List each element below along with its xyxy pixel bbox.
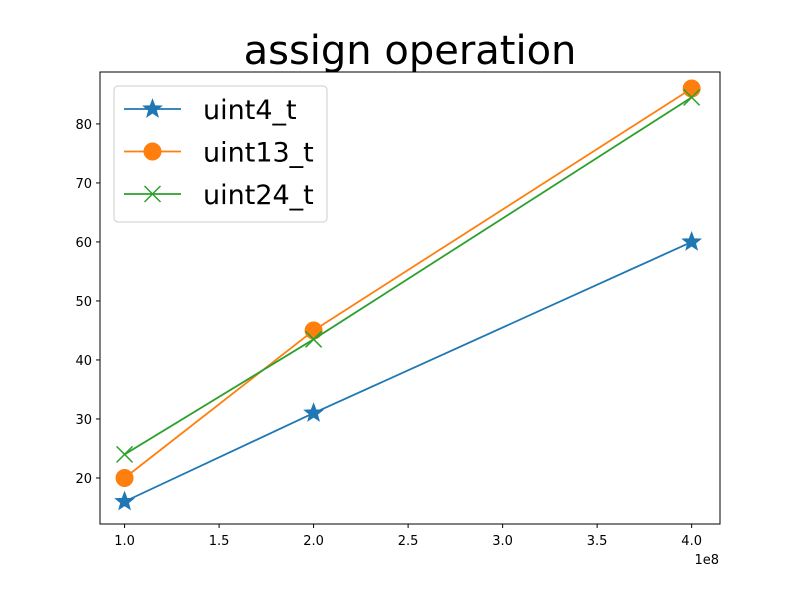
x-tick-label: 2.0 [303, 534, 324, 549]
data-point [305, 404, 323, 421]
y-tick-label: 70 [75, 177, 92, 192]
data-point [116, 492, 134, 509]
x-tick-label: 1.0 [114, 534, 135, 549]
x-tick-label: 1.5 [209, 534, 230, 549]
chart-title: assign operation [244, 28, 577, 74]
y-tick-label: 30 [75, 413, 92, 428]
legend: uint4_t uint13_t uint24_t [114, 86, 327, 222]
x-tick-label: 2.5 [398, 534, 419, 549]
legend-label: uint13_t [203, 138, 314, 169]
x-tick-label: 4.0 [681, 534, 702, 549]
data-point [683, 232, 701, 249]
data-point [116, 469, 133, 486]
y-tick-label: 20 [75, 472, 92, 487]
y-tick-label: 40 [75, 354, 92, 369]
x-offset-label: 1e8 [694, 553, 719, 568]
y-axis: 20 30 40 50 60 70 80 [75, 118, 100, 487]
x-tick-label: 3.0 [492, 534, 513, 549]
data-point [117, 446, 133, 462]
y-tick-label: 60 [75, 236, 92, 251]
data-point [683, 80, 700, 97]
legend-label: uint24_t [203, 180, 314, 211]
x-tick-label: 3.5 [587, 534, 608, 549]
legend-label: uint4_t [203, 95, 297, 126]
legend-marker [144, 143, 161, 160]
x-axis: 1.0 1.5 2.0 2.5 3.0 3.5 4.0 [114, 524, 702, 549]
y-tick-label: 80 [75, 118, 92, 133]
y-tick-label: 50 [75, 295, 92, 310]
series-uint4_t [116, 232, 701, 509]
series-line [125, 242, 692, 502]
